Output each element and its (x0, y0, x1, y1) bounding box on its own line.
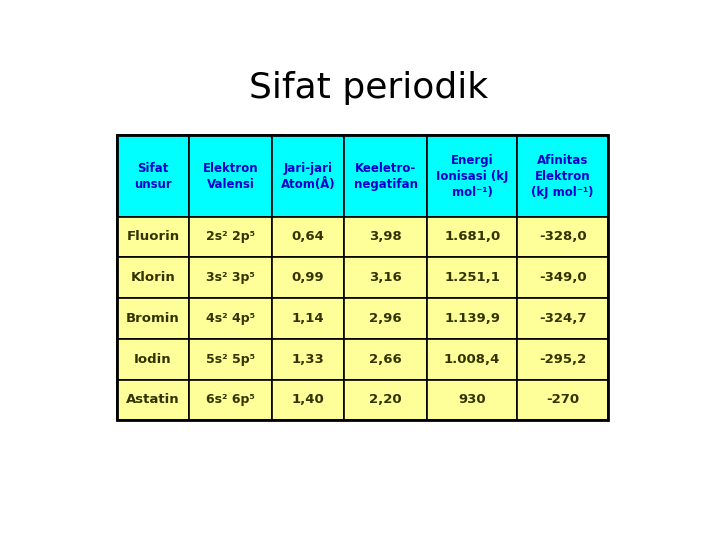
Text: 3,98: 3,98 (369, 231, 402, 244)
FancyBboxPatch shape (344, 136, 427, 217)
Text: Astatin: Astatin (126, 394, 180, 407)
FancyBboxPatch shape (189, 380, 272, 420)
FancyBboxPatch shape (427, 339, 518, 380)
Text: 2,66: 2,66 (369, 353, 402, 366)
FancyBboxPatch shape (189, 217, 272, 258)
FancyBboxPatch shape (117, 380, 189, 420)
FancyBboxPatch shape (189, 136, 272, 217)
FancyBboxPatch shape (518, 380, 608, 420)
Text: 6s² 6p⁵: 6s² 6p⁵ (206, 394, 255, 407)
FancyBboxPatch shape (117, 339, 189, 380)
Text: 1.681,0: 1.681,0 (444, 231, 500, 244)
Text: 4s² 4p⁵: 4s² 4p⁵ (206, 312, 255, 325)
FancyBboxPatch shape (427, 380, 518, 420)
Text: 5s² 5p⁵: 5s² 5p⁵ (206, 353, 255, 366)
FancyBboxPatch shape (518, 136, 608, 217)
Text: Afinitas
Elektron
(kJ mol⁻¹): Afinitas Elektron (kJ mol⁻¹) (531, 153, 594, 199)
FancyBboxPatch shape (189, 298, 272, 339)
FancyBboxPatch shape (427, 298, 518, 339)
FancyBboxPatch shape (272, 298, 344, 339)
FancyBboxPatch shape (117, 217, 189, 258)
FancyBboxPatch shape (427, 217, 518, 258)
Text: -295,2: -295,2 (539, 353, 586, 366)
FancyBboxPatch shape (518, 217, 608, 258)
Text: Jari-jari
Atom(Å): Jari-jari Atom(Å) (281, 161, 336, 191)
FancyBboxPatch shape (272, 339, 344, 380)
Text: 3s² 3p⁵: 3s² 3p⁵ (206, 271, 255, 284)
FancyBboxPatch shape (272, 136, 344, 217)
Text: 0,64: 0,64 (292, 231, 325, 244)
Text: 2s² 2p⁵: 2s² 2p⁵ (206, 231, 255, 244)
FancyBboxPatch shape (189, 258, 272, 298)
FancyBboxPatch shape (189, 339, 272, 380)
FancyBboxPatch shape (427, 258, 518, 298)
Text: 1,14: 1,14 (292, 312, 325, 325)
FancyBboxPatch shape (344, 217, 427, 258)
Text: 1,33: 1,33 (292, 353, 325, 366)
Text: -324,7: -324,7 (539, 312, 586, 325)
Text: Sifat periodik: Sifat periodik (249, 71, 489, 105)
FancyBboxPatch shape (518, 339, 608, 380)
Text: 1,40: 1,40 (292, 394, 325, 407)
Text: 2,20: 2,20 (369, 394, 402, 407)
FancyBboxPatch shape (117, 298, 189, 339)
FancyBboxPatch shape (518, 298, 608, 339)
FancyBboxPatch shape (117, 136, 189, 217)
Text: 1.251,1: 1.251,1 (444, 271, 500, 284)
Text: Bromin: Bromin (126, 312, 180, 325)
FancyBboxPatch shape (344, 298, 427, 339)
Text: Energi
Ionisasi (kJ
mol⁻¹): Energi Ionisasi (kJ mol⁻¹) (436, 153, 508, 199)
Text: Iodin: Iodin (134, 353, 172, 366)
Text: 2,96: 2,96 (369, 312, 402, 325)
FancyBboxPatch shape (272, 380, 344, 420)
Text: -349,0: -349,0 (539, 271, 586, 284)
Text: 0,99: 0,99 (292, 271, 325, 284)
Text: Sifat
unsur: Sifat unsur (134, 161, 172, 191)
Text: Keeletro-
negatifan: Keeletro- negatifan (354, 161, 418, 191)
FancyBboxPatch shape (344, 258, 427, 298)
Text: Klorin: Klorin (130, 271, 176, 284)
Text: Elektron
Valensi: Elektron Valensi (203, 161, 258, 191)
FancyBboxPatch shape (272, 258, 344, 298)
Text: 3,16: 3,16 (369, 271, 402, 284)
Text: Fluorin: Fluorin (127, 231, 179, 244)
FancyBboxPatch shape (272, 217, 344, 258)
FancyBboxPatch shape (427, 136, 518, 217)
FancyBboxPatch shape (344, 380, 427, 420)
Text: -328,0: -328,0 (539, 231, 586, 244)
Text: 1.139,9: 1.139,9 (444, 312, 500, 325)
FancyBboxPatch shape (344, 339, 427, 380)
FancyBboxPatch shape (117, 258, 189, 298)
Text: 930: 930 (459, 394, 486, 407)
Text: 1.008,4: 1.008,4 (444, 353, 500, 366)
Text: -270: -270 (546, 394, 579, 407)
FancyBboxPatch shape (518, 258, 608, 298)
